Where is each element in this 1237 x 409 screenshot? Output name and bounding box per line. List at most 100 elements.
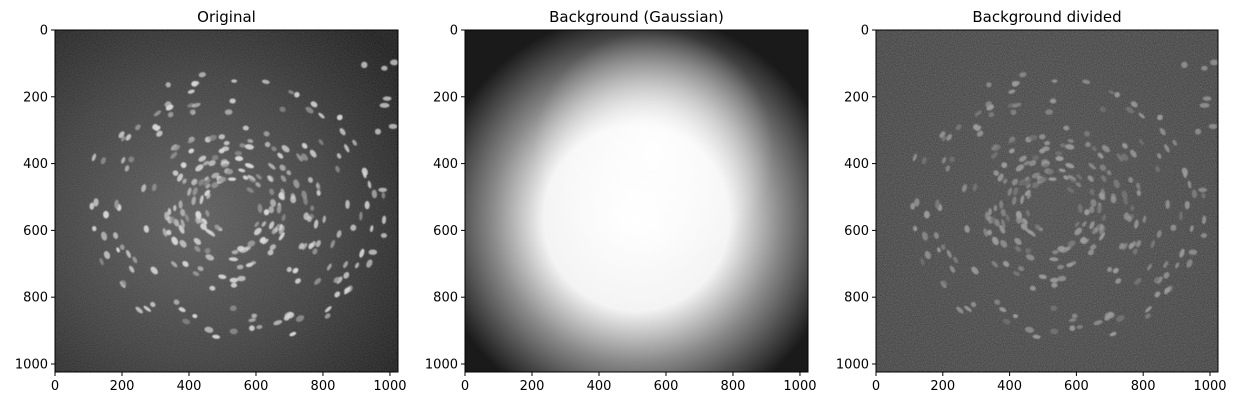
- nucleus: [195, 217, 201, 224]
- nucleus: [248, 177, 256, 183]
- nucleus: [223, 141, 230, 146]
- nucleus: [1067, 240, 1076, 247]
- nucleus: [205, 209, 210, 217]
- nucleus: [1008, 89, 1016, 94]
- y-tick: 200: [433, 90, 465, 105]
- nucleus: [182, 318, 191, 325]
- nucleus: [234, 150, 242, 156]
- y-tick: 800: [433, 291, 465, 306]
- nucleus: [276, 204, 282, 214]
- nucleus: [1116, 153, 1123, 162]
- nucleus: [345, 199, 350, 209]
- nucleus: [920, 258, 925, 266]
- x-tick-label: 1000: [783, 379, 816, 394]
- nucleus: [953, 256, 959, 264]
- nucleus: [343, 272, 350, 279]
- x-tick-label: 200: [110, 379, 135, 394]
- nucleus: [935, 199, 940, 209]
- nucleus: [116, 247, 120, 253]
- nucleus: [246, 187, 254, 193]
- nucleus: [946, 250, 952, 258]
- y-tick: 400: [844, 157, 876, 172]
- nucleus: [293, 179, 300, 189]
- nucleus: [1041, 159, 1049, 164]
- nucleus: [318, 112, 325, 119]
- nucleus: [301, 143, 308, 149]
- nucleus: [991, 261, 999, 268]
- nucleus: [236, 275, 246, 282]
- nucleus: [1022, 218, 1028, 225]
- nucleus: [164, 211, 170, 221]
- y-tick: 400: [433, 157, 465, 172]
- nucleus: [128, 265, 135, 273]
- x-tick-label: 0: [51, 379, 59, 394]
- x-tick-label: 800: [1131, 379, 1156, 394]
- nucleus: [141, 184, 147, 193]
- x-tick-label: 600: [654, 379, 679, 394]
- y-tick-label: 200: [844, 90, 869, 105]
- nucleus: [227, 177, 237, 181]
- nucleus: [361, 61, 368, 69]
- nucleus: [1170, 224, 1177, 231]
- nucleus: [336, 276, 343, 284]
- nucleus: [1074, 221, 1080, 228]
- nucleus: [964, 225, 970, 233]
- nucleus: [933, 232, 939, 239]
- nucleus: [165, 104, 174, 111]
- nucleus: [1128, 177, 1134, 183]
- nucleus: [971, 266, 979, 275]
- y-tick: 200: [844, 90, 876, 105]
- x-tick: 400: [997, 372, 1022, 394]
- nucleus: [296, 153, 303, 162]
- nucleus: [990, 216, 996, 224]
- nucleus: [1068, 318, 1077, 322]
- nucleus: [124, 165, 130, 172]
- nucleus: [204, 326, 214, 333]
- nucleus: [187, 89, 195, 94]
- nucleus: [1038, 176, 1047, 183]
- nucleus: [1000, 208, 1006, 217]
- nucleus: [1138, 112, 1145, 119]
- nucleus: [118, 131, 125, 139]
- nucleus: [335, 165, 340, 173]
- nucleus: [269, 188, 275, 195]
- nucleus: [1136, 189, 1141, 196]
- nucleus: [939, 131, 946, 139]
- nucleus: [167, 112, 174, 118]
- nucleus: [324, 313, 331, 319]
- y-tick: 0: [861, 24, 876, 39]
- nucleus: [1099, 164, 1107, 171]
- x-tick: 600: [1064, 372, 1089, 394]
- nucleus: [1076, 174, 1083, 180]
- nucleus: [154, 125, 161, 132]
- nucleus: [1012, 314, 1018, 319]
- nucleus: [303, 196, 308, 206]
- nucleus: [1063, 125, 1070, 131]
- nucleus: [192, 271, 200, 276]
- nucleus: [180, 208, 186, 217]
- nucleus: [271, 227, 278, 235]
- nucleus: [1199, 102, 1210, 108]
- nucleus: [994, 145, 1001, 151]
- nucleus: [1028, 160, 1037, 167]
- nucleus: [1088, 205, 1095, 214]
- nucleus: [1097, 152, 1104, 159]
- nucleus: [261, 221, 267, 227]
- nucleus: [132, 256, 138, 264]
- x-tick: 600: [654, 372, 679, 394]
- nucleus: [171, 261, 178, 268]
- nucleus: [93, 198, 99, 207]
- nucleus: [255, 182, 261, 188]
- nucleus: [1066, 187, 1075, 193]
- nucleus: [214, 224, 221, 230]
- nucleus: [267, 249, 274, 256]
- nucleus: [1041, 163, 1050, 168]
- nucleus: [999, 307, 1007, 313]
- original-image: [55, 30, 398, 372]
- nucleus: [229, 98, 236, 104]
- y-tick-label: 800: [23, 291, 48, 306]
- nucleus: [1163, 272, 1170, 279]
- nucleus: [1127, 215, 1133, 222]
- y-tick: 200: [23, 90, 55, 105]
- nucleus: [1057, 264, 1065, 270]
